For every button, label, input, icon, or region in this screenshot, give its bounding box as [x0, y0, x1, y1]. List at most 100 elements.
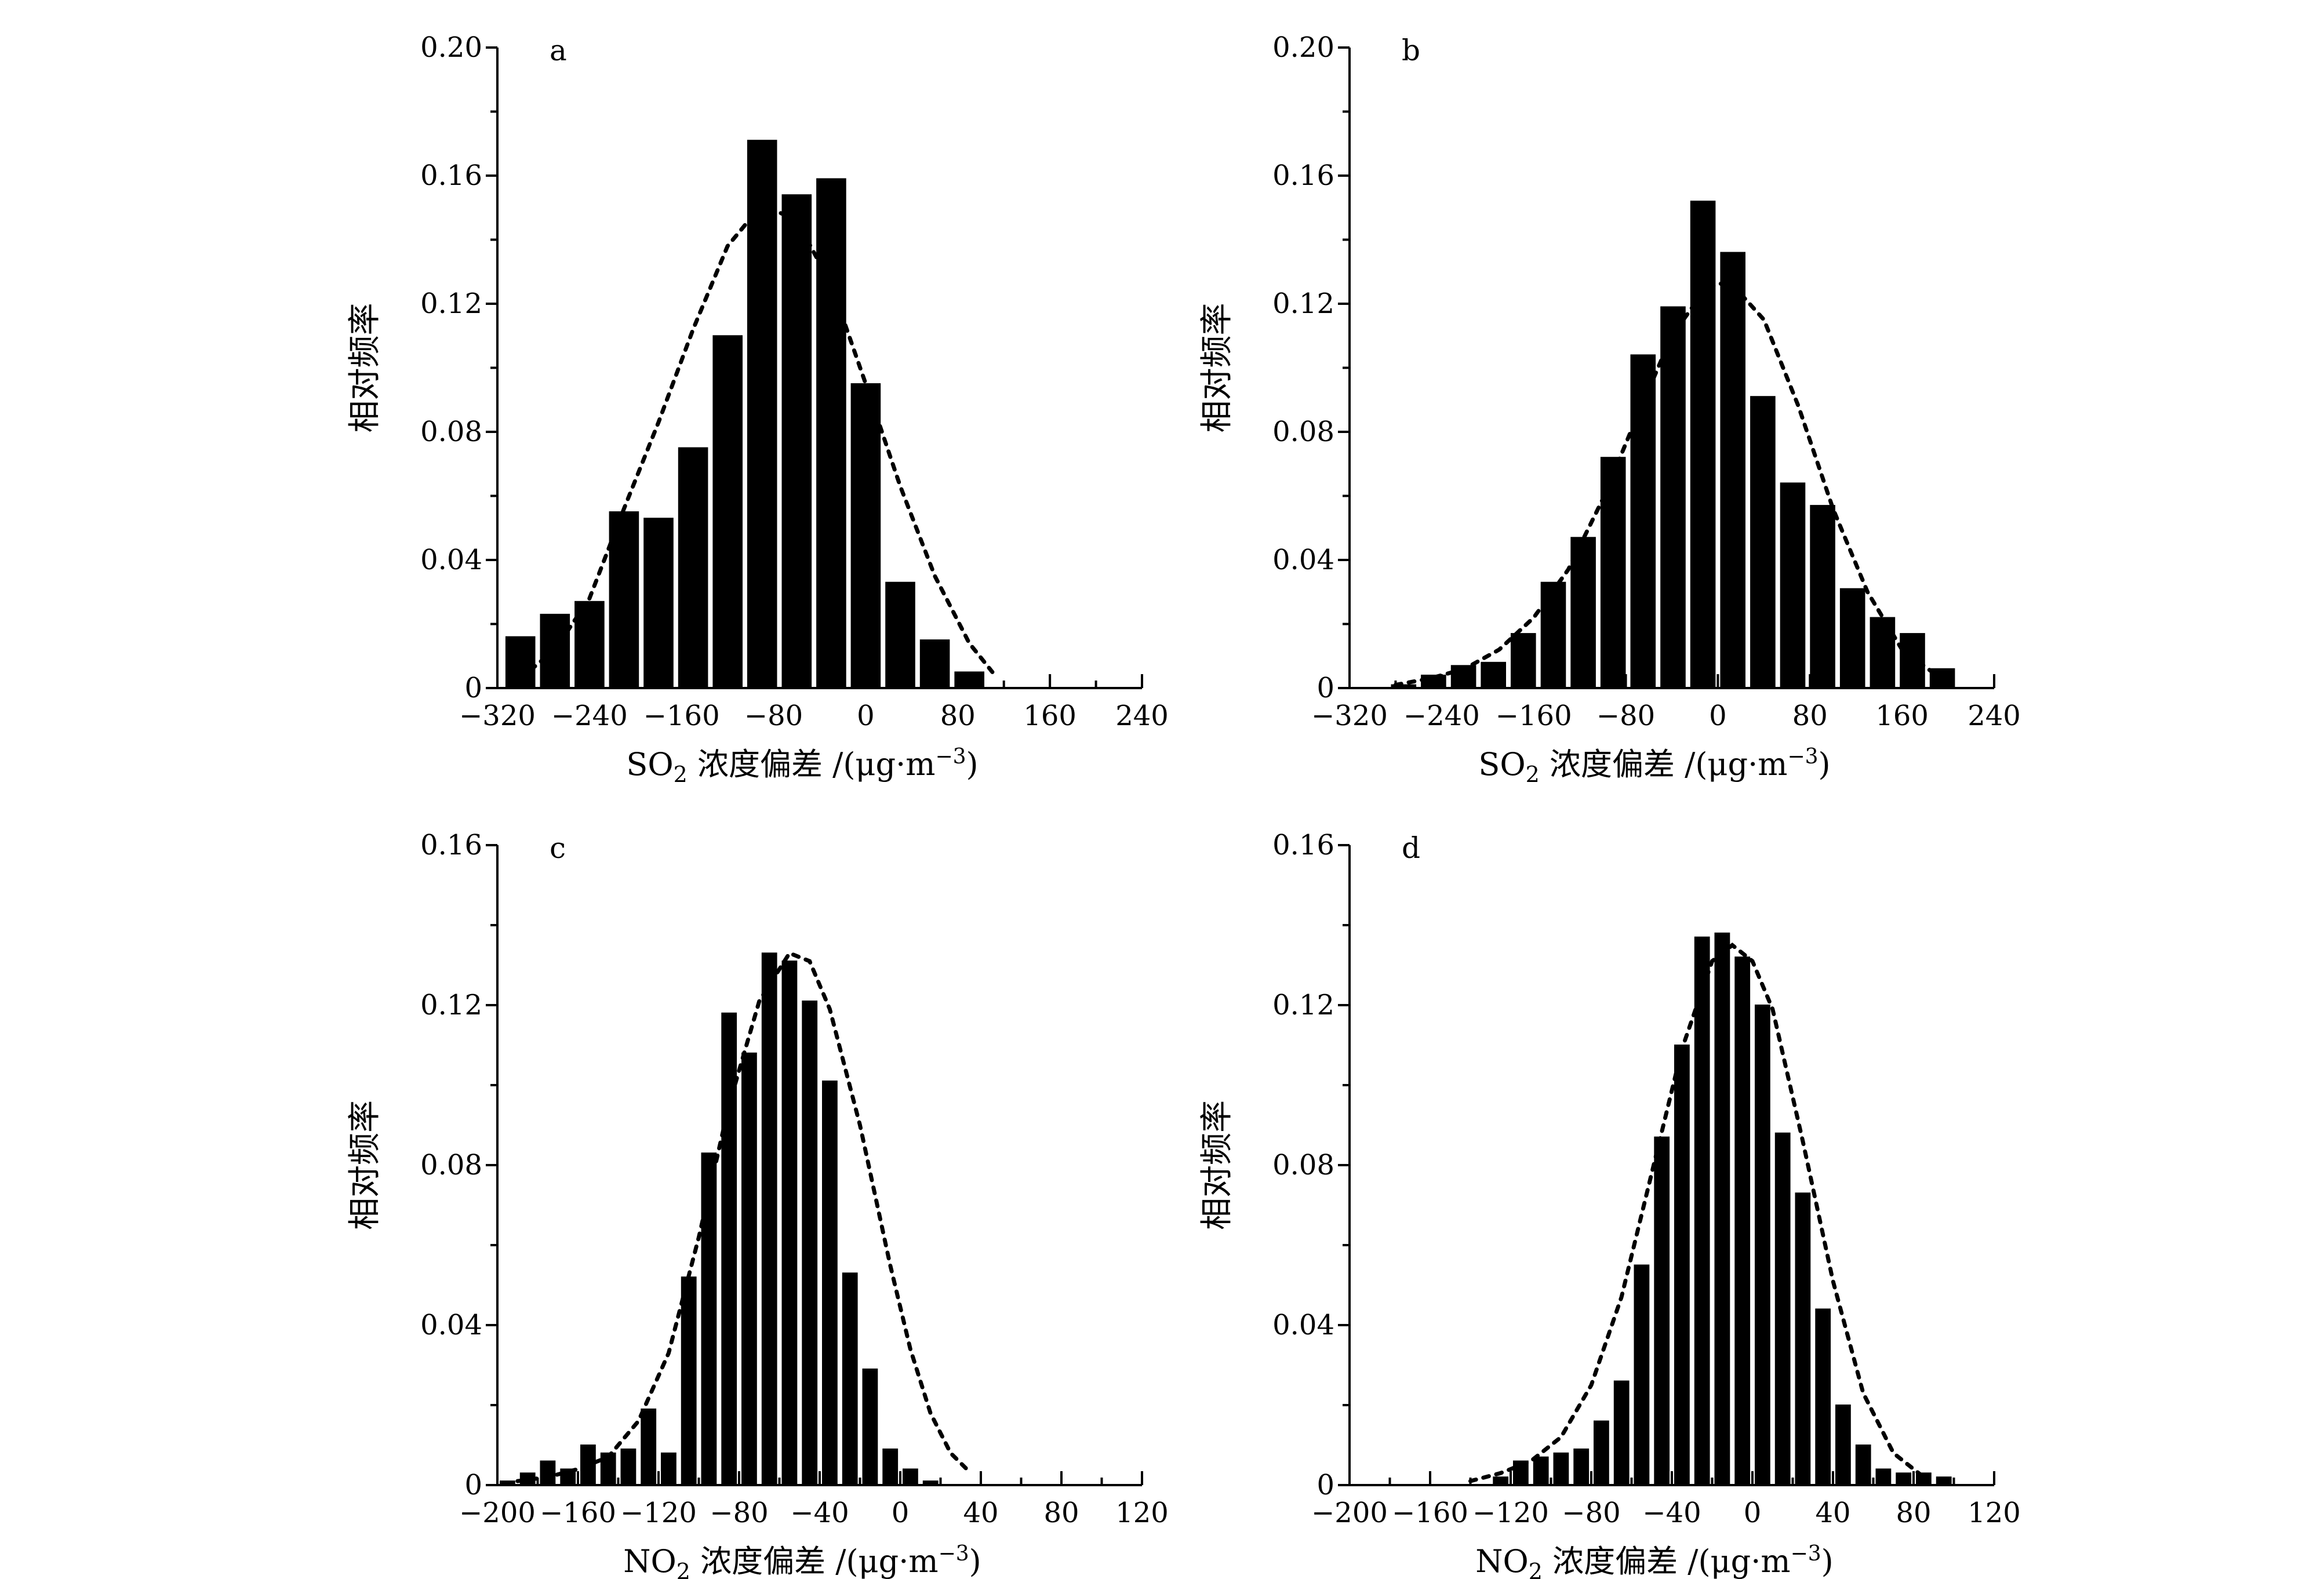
bars [500, 952, 939, 1486]
y-tick-label: 0 [464, 672, 482, 704]
y-tick-label: 0.20 [420, 31, 482, 64]
histogram-bar [1720, 252, 1745, 689]
histogram-bar [822, 1080, 838, 1486]
histogram-bar [1660, 306, 1686, 689]
panel-c: −200 −160 −120 −80 −40 0 40 80 120 0 0.04 0.08 0.12 0… [346, 829, 1169, 1579]
histogram-bar [1855, 1445, 1871, 1486]
x-tick-label: 80 [940, 700, 976, 732]
x-axis-label: NO2 浓度偏差 /(μg·m−3) [1475, 1542, 1834, 1579]
x-axis-label: SO2 浓度偏差 /(μg·m−3) [626, 745, 978, 787]
histogram-bar [701, 1152, 717, 1486]
histogram-bar [842, 1272, 858, 1486]
y-tick-label: 0.04 [420, 544, 482, 576]
x-tick-label: 0 [892, 1497, 910, 1529]
y-tick-label: 0.20 [1272, 31, 1334, 64]
normal-fit-curve [1468, 943, 1926, 1483]
histogram-bar [1896, 1472, 1912, 1486]
bars [1391, 201, 1955, 689]
histogram-bar [1780, 482, 1806, 689]
x-tick-label: 160 [1875, 700, 1929, 732]
x-tick-label: 240 [1967, 700, 2021, 732]
x-axis-label: SO2 浓度偏差 /(μg·m−3) [1478, 745, 1830, 787]
x-tick-label: 0 [1744, 1497, 1762, 1529]
histogram-bar [1533, 1456, 1549, 1486]
y-tick-label: 0.04 [1272, 1309, 1334, 1341]
histogram-bar [1600, 457, 1626, 689]
histogram-bar [1774, 1132, 1791, 1486]
y-tick-label: 0.12 [420, 288, 482, 320]
histogram-bar [1573, 1448, 1590, 1486]
panel-letter: a [550, 34, 567, 67]
y-tick-label: 0.08 [1272, 416, 1334, 448]
x-tick-label: −80 [1562, 1497, 1620, 1529]
y-axis-label: 相对频率 [1198, 303, 1236, 433]
y-tick-label: 0.12 [1272, 288, 1334, 320]
histogram-bar [885, 581, 915, 689]
panel-a: −320 −240 −160 −80 0 80 160 240 0 0.04 0.08 0.12 0.1… [346, 31, 1169, 787]
x-tick-label: 0 [857, 700, 875, 732]
histogram-bar [1540, 581, 1566, 689]
panel-letter: b [1402, 34, 1420, 67]
x-tick-label: 160 [1023, 700, 1076, 732]
histogram-bar [1630, 354, 1656, 689]
histogram-bar [681, 1276, 697, 1486]
histogram-bar [850, 383, 881, 689]
panel-letter: d [1402, 831, 1420, 865]
panel-d: −200 −160 −120 −80 −40 0 40 80 120 0 0.04 0.08 0.12 0… [1198, 829, 2021, 1579]
histogram-bar [1654, 1136, 1670, 1486]
x-tick-label: 120 [1115, 1497, 1169, 1529]
y-tick-label: 0.16 [420, 159, 482, 192]
histogram-bar [712, 335, 743, 689]
histogram-bar [862, 1368, 878, 1486]
y-tick-label: 0.12 [420, 989, 482, 1021]
y-tick-label: 0.16 [1272, 829, 1334, 861]
histogram-bar [1870, 617, 1896, 689]
bars [1493, 932, 1952, 1486]
x-tick-label: −120 [620, 1497, 697, 1529]
histogram-bar [903, 1468, 918, 1486]
x-tick-label: −160 [540, 1497, 616, 1529]
y-tick-label: 0.04 [1272, 544, 1334, 576]
histogram-bar [620, 1448, 637, 1486]
histogram-bar [1613, 1380, 1630, 1486]
y-axis-label: 相对频率 [1198, 1100, 1236, 1230]
histogram-bar [919, 639, 950, 689]
y-tick-label: 0.08 [420, 1149, 482, 1181]
x-tick-label: −200 [1311, 1497, 1388, 1529]
x-tick-label: 80 [1896, 1497, 1931, 1529]
histogram-bar [882, 1448, 899, 1486]
histogram-bar [1795, 1192, 1811, 1486]
histogram-bar [816, 178, 846, 689]
y-tick-label: 0.16 [420, 829, 482, 861]
x-axis-label: NO2 浓度偏差 /(μg·m−3) [623, 1542, 981, 1579]
y-tick-label: 0.08 [420, 416, 482, 448]
histogram-bar [540, 1460, 556, 1486]
x-tick-label: 80 [1043, 1497, 1079, 1529]
histogram-bar [678, 447, 708, 689]
histogram-bar [1815, 1308, 1831, 1486]
histogram-bar [1714, 932, 1730, 1486]
histogram-bar [1900, 633, 1925, 689]
y-tick-label: 0.08 [1272, 1149, 1334, 1181]
histogram-bar [1694, 936, 1710, 1486]
x-tick-label: −120 [1472, 1497, 1549, 1529]
x-tick-label: −160 [1496, 700, 1572, 732]
y-tick-label: 0.04 [420, 1309, 482, 1341]
y-tick-label: 0 [1316, 1469, 1334, 1501]
x-tick-label: 0 [1709, 700, 1727, 732]
histogram-bar [1750, 396, 1776, 689]
histogram-bar [641, 1408, 657, 1486]
histogram-bar [781, 194, 812, 689]
histogram-bar [954, 671, 985, 689]
histogram-bar [661, 1452, 677, 1486]
histogram-bar [1594, 1420, 1609, 1486]
x-tick-label: −80 [710, 1497, 768, 1529]
y-tick-label: 0 [464, 1469, 482, 1501]
bars [505, 140, 985, 689]
x-tick-label: −80 [1596, 700, 1655, 732]
x-tick-label: −320 [459, 700, 536, 732]
histogram-bar [747, 140, 777, 689]
histogram-bar [1511, 633, 1536, 689]
histogram-bar [1734, 956, 1751, 1486]
